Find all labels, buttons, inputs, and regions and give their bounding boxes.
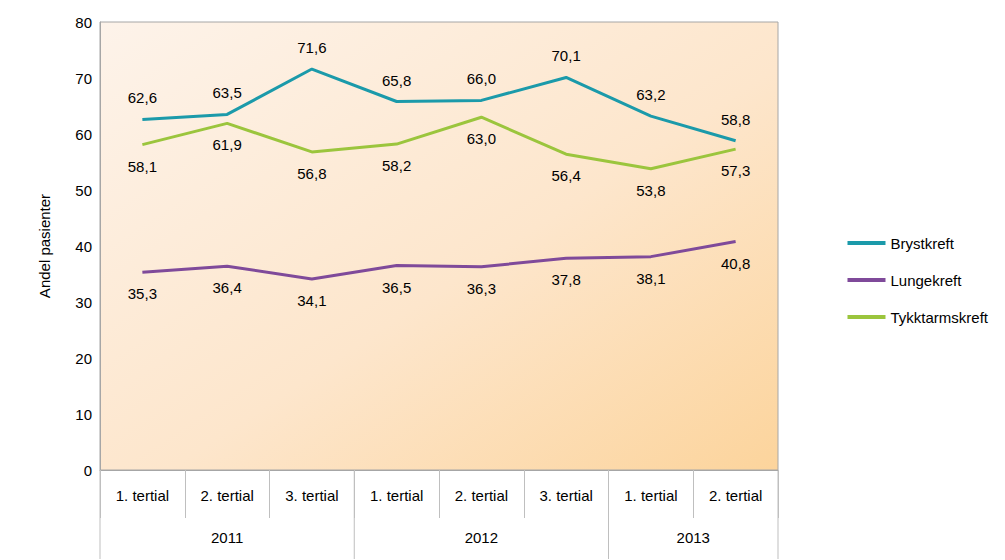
svg-text:20: 20 (75, 350, 92, 367)
svg-text:63,5: 63,5 (213, 84, 242, 101)
svg-text:70,1: 70,1 (552, 47, 581, 64)
svg-text:37,8: 37,8 (552, 271, 581, 288)
svg-text:3. tertial: 3. tertial (539, 487, 592, 504)
svg-text:36,3: 36,3 (467, 280, 496, 297)
svg-text:38,1: 38,1 (636, 270, 665, 287)
svg-text:1. tertial: 1. tertial (624, 487, 677, 504)
svg-text:2012: 2012 (465, 529, 498, 546)
svg-text:66,0: 66,0 (467, 70, 496, 87)
svg-text:Lungekreft: Lungekreft (890, 272, 962, 289)
svg-text:56,4: 56,4 (552, 167, 581, 184)
svg-text:60: 60 (75, 126, 92, 143)
svg-text:58,1: 58,1 (128, 158, 157, 175)
svg-text:62,6: 62,6 (128, 89, 157, 106)
svg-text:58,2: 58,2 (382, 157, 411, 174)
svg-text:2. tertial: 2. tertial (455, 487, 508, 504)
svg-text:0: 0 (84, 462, 92, 479)
svg-text:57,3: 57,3 (721, 162, 750, 179)
svg-text:2. tertial: 2. tertial (200, 487, 253, 504)
svg-text:63,0: 63,0 (467, 130, 496, 147)
svg-text:3. tertial: 3. tertial (285, 487, 338, 504)
svg-text:71,6: 71,6 (297, 39, 326, 56)
svg-text:53,8: 53,8 (636, 182, 665, 199)
svg-text:56,8: 56,8 (297, 165, 326, 182)
svg-text:40: 40 (75, 238, 92, 255)
svg-text:1. tertial: 1. tertial (370, 487, 423, 504)
svg-text:Andel pasienter: Andel pasienter (36, 194, 53, 298)
svg-text:30: 30 (75, 294, 92, 311)
svg-text:65,8: 65,8 (382, 72, 411, 89)
svg-text:63,2: 63,2 (636, 86, 665, 103)
svg-text:36,5: 36,5 (382, 279, 411, 296)
svg-text:34,1: 34,1 (297, 292, 326, 309)
svg-text:80: 80 (75, 14, 92, 31)
svg-text:61,9: 61,9 (213, 136, 242, 153)
svg-text:50: 50 (75, 182, 92, 199)
svg-text:36,4: 36,4 (213, 279, 242, 296)
svg-text:35,3: 35,3 (128, 285, 157, 302)
svg-text:1. tertial: 1. tertial (116, 487, 169, 504)
svg-text:2011: 2011 (211, 529, 243, 546)
svg-text:10: 10 (75, 406, 92, 423)
svg-text:2013: 2013 (677, 529, 710, 546)
svg-text:2. tertial: 2. tertial (709, 487, 762, 504)
svg-text:70: 70 (75, 70, 92, 87)
svg-text:Brystkreft: Brystkreft (890, 235, 954, 252)
svg-text:40,8: 40,8 (721, 255, 750, 272)
svg-text:Tykktarmskreft: Tykktarmskreft (890, 309, 988, 326)
svg-text:58,8: 58,8 (721, 111, 750, 128)
